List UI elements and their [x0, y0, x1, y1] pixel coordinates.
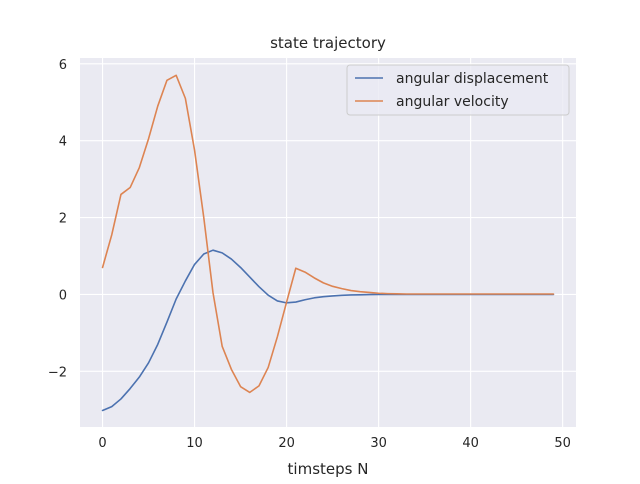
x-tick-label: 30: [370, 436, 387, 451]
x-tick-label: 20: [278, 436, 295, 451]
y-tick-label: 6: [59, 58, 67, 73]
y-tick-label: 0: [59, 288, 67, 303]
x-tick-label: 50: [554, 436, 571, 451]
x-tick-label: 40: [462, 436, 479, 451]
y-tick-label: 2: [59, 212, 67, 227]
y-axis-ticks: −2 0 2 4 6: [48, 58, 67, 381]
y-tick-label: 4: [59, 135, 67, 150]
x-axis-ticks: 0 10 20 30 40 50: [98, 436, 571, 451]
series-line-2: [101, 74, 555, 394]
y-tick-label: −2: [48, 365, 67, 380]
legend-label-2: angular velocity: [396, 94, 509, 110]
x-axis-label: timsteps N: [288, 460, 369, 478]
legend: angular displacement angular velocity: [346, 64, 570, 116]
chart-title: state trajectory: [270, 34, 386, 52]
plot-area: [80, 58, 576, 427]
x-tick-label: 10: [186, 436, 203, 451]
series-lines: [101, 74, 555, 412]
legend-box: [346, 64, 570, 116]
x-tick-label: 0: [98, 436, 106, 451]
legend-label-1: angular displacement: [396, 71, 549, 87]
